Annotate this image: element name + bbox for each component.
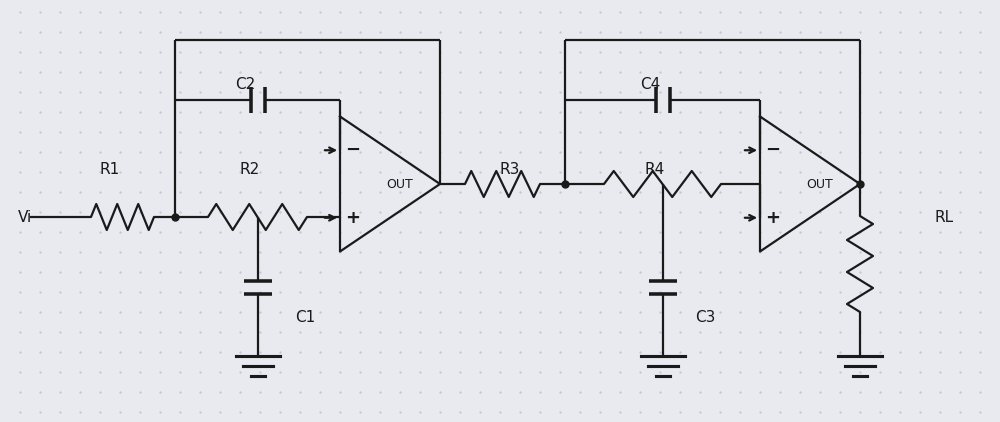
Text: −: − xyxy=(765,141,781,159)
Text: +: + xyxy=(766,209,780,227)
Text: R3: R3 xyxy=(500,162,520,177)
Text: +: + xyxy=(346,209,361,227)
Text: C4: C4 xyxy=(640,77,660,92)
Text: R2: R2 xyxy=(240,162,260,177)
Text: Vi: Vi xyxy=(18,209,32,225)
Text: C2: C2 xyxy=(235,77,255,92)
Text: C1: C1 xyxy=(295,309,315,325)
Text: C3: C3 xyxy=(695,309,715,325)
Text: RL: RL xyxy=(935,209,954,225)
Text: −: − xyxy=(345,141,361,159)
Text: R1: R1 xyxy=(100,162,120,177)
Text: OUT: OUT xyxy=(387,178,413,190)
Text: R4: R4 xyxy=(645,162,665,177)
Text: OUT: OUT xyxy=(807,178,833,190)
